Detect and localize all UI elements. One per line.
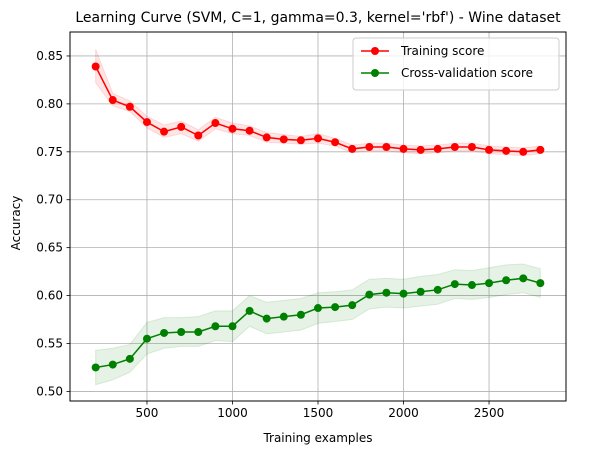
data-point — [314, 134, 322, 143]
data-point — [142, 334, 151, 343]
legend-label: Cross-validation score — [401, 66, 533, 80]
confidence-band-series-2 — [95, 263, 541, 386]
chart-title: Learning Curve (SVM, C=1, gamma=0.3, ker… — [75, 10, 561, 26]
data-point — [125, 102, 134, 111]
data-point — [450, 280, 459, 289]
data-point — [536, 279, 545, 288]
data-point — [416, 145, 425, 154]
data-point — [519, 274, 528, 283]
data-point — [211, 322, 220, 331]
x-tick-label: 2000 — [388, 406, 419, 420]
data-point — [262, 314, 271, 323]
y-tick-label: 0.85 — [36, 49, 63, 63]
data-point — [142, 118, 151, 127]
legend-marker — [371, 69, 379, 77]
data-point — [194, 327, 203, 336]
data-point — [536, 145, 545, 154]
y-axis-label: Accuracy — [9, 196, 23, 251]
legend-label: Training score — [400, 44, 484, 58]
data-point — [331, 138, 340, 147]
x-tick-label: 2500 — [474, 406, 505, 420]
x-axis-label: Training examples — [262, 431, 372, 445]
data-point — [450, 143, 459, 152]
y-tick-label: 0.75 — [36, 145, 63, 159]
data-point — [382, 143, 391, 152]
data-point — [160, 127, 169, 136]
data-point — [467, 143, 476, 152]
data-point — [348, 144, 357, 153]
data-point — [314, 304, 322, 313]
data-point — [194, 131, 203, 140]
x-tick-label: 1000 — [217, 406, 248, 420]
data-point — [245, 126, 254, 135]
x-tick-label: 500 — [136, 406, 159, 420]
data-point — [108, 360, 117, 369]
data-point — [91, 62, 100, 71]
x-tick-label: 1500 — [303, 406, 334, 420]
data-point — [125, 354, 134, 363]
x-axis-ticks: 500 1000 1500 2000 2500 — [136, 401, 505, 420]
data-point — [211, 119, 220, 128]
y-tick-label: 0.70 — [36, 193, 63, 207]
legend-marker — [371, 47, 379, 55]
data-point — [365, 290, 374, 299]
y-tick-label: 0.50 — [36, 384, 63, 398]
y-tick-label: 0.65 — [36, 241, 63, 255]
data-point — [177, 122, 186, 131]
data-point — [416, 287, 425, 296]
data-point — [279, 312, 288, 321]
data-point — [160, 328, 169, 337]
data-point — [502, 276, 511, 285]
legend-box — [352, 37, 560, 91]
y-tick-label: 0.55 — [36, 336, 63, 350]
data-point — [348, 301, 357, 310]
data-point — [296, 310, 305, 319]
data-point — [279, 135, 288, 144]
data-point — [502, 146, 511, 155]
series-points — [91, 62, 545, 372]
data-point — [467, 281, 476, 290]
data-point — [331, 303, 340, 312]
data-point — [365, 143, 374, 152]
legend: Training score Cross-validation score — [352, 37, 560, 91]
data-point — [382, 288, 391, 297]
data-point — [433, 285, 442, 294]
data-point — [399, 144, 408, 153]
y-tick-label: 0.80 — [36, 97, 63, 111]
y-tick-label: 0.60 — [36, 289, 63, 303]
data-point — [296, 136, 305, 145]
data-point — [519, 147, 528, 156]
data-point — [91, 363, 100, 372]
data-point — [228, 322, 237, 331]
data-point — [485, 279, 494, 288]
data-point — [262, 133, 271, 142]
data-point — [245, 306, 254, 315]
data-point — [399, 289, 408, 298]
data-point — [108, 96, 117, 105]
data-point — [485, 145, 494, 154]
data-point — [228, 124, 237, 133]
data-point — [433, 144, 442, 153]
y-axis-ticks: 0.50 0.55 0.60 0.65 0.70 0.75 0.80 0.85 — [36, 49, 70, 398]
data-point — [177, 327, 186, 336]
